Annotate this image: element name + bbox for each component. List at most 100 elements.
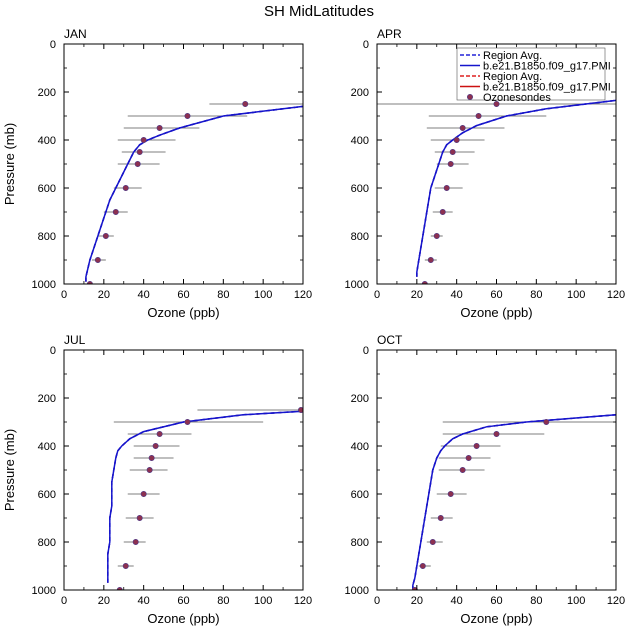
sonde-point xyxy=(493,431,500,438)
sonde-point xyxy=(411,587,418,590)
legend-label: Region Avg. xyxy=(483,71,542,83)
x-tick-label: 40 xyxy=(451,595,463,607)
x-tick-label: 80 xyxy=(217,289,229,301)
sonde-point xyxy=(427,257,434,264)
sonde-point xyxy=(437,515,444,522)
y-tick-label: 200 xyxy=(351,393,369,405)
x-tick-label: 0 xyxy=(61,289,67,301)
x-tick-label: 20 xyxy=(411,289,423,301)
sonde-point xyxy=(459,467,466,474)
sonde-point xyxy=(136,515,143,522)
sonde-point xyxy=(439,209,446,216)
plot-area xyxy=(410,414,616,590)
y-tick-label: 200 xyxy=(351,87,369,99)
plot-frame xyxy=(376,349,617,591)
x-tick-label: 100 xyxy=(254,289,272,301)
x-axis-label: Ozone (ppb) xyxy=(147,611,219,626)
plot-area xyxy=(377,99,616,284)
legend-label: Region Avg. xyxy=(483,50,542,62)
sonde-point xyxy=(102,233,109,240)
sonde-point xyxy=(116,587,123,590)
y-tick-label: 600 xyxy=(38,489,56,501)
sonde-point xyxy=(156,125,163,132)
y-tick-label: 0 xyxy=(50,39,56,51)
plot-frame xyxy=(63,349,304,591)
x-tick-label: 40 xyxy=(138,595,150,607)
x-axis-label: Ozone (ppb) xyxy=(147,305,219,320)
x-tick-label: 40 xyxy=(138,289,150,301)
x-tick-label: 80 xyxy=(530,595,542,607)
panel-jan: JAN 0 20 40 60 80 100 120 0 200 400 600 800 1000 Ozone… xyxy=(2,27,312,320)
panel-title: APR xyxy=(377,27,402,41)
sonde-point xyxy=(493,100,500,107)
x-tick-label: 120 xyxy=(607,289,625,301)
y-tick-label: 1000 xyxy=(32,585,56,597)
x-tick-label: 20 xyxy=(411,595,423,607)
x-tick-label: 0 xyxy=(61,595,67,607)
y-tick-label: 0 xyxy=(50,345,56,357)
series-line-region-avg-red xyxy=(85,105,303,282)
sonde-point xyxy=(429,539,436,546)
sonde-point xyxy=(184,419,191,426)
figure-title: SH MidLatitudes xyxy=(264,3,374,20)
series-line-model xyxy=(107,410,303,583)
x-axis-label: Ozone (ppb) xyxy=(460,611,532,626)
sonde-point xyxy=(140,491,147,498)
sonde-point xyxy=(419,563,426,570)
y-tick-label: 1000 xyxy=(345,279,369,291)
y-tick-label: 1000 xyxy=(32,279,56,291)
y-tick-label: 0 xyxy=(363,39,369,51)
legend-box xyxy=(456,47,606,101)
series-line-model xyxy=(85,105,303,282)
x-tick-label: 60 xyxy=(177,289,189,301)
y-tick-label: 800 xyxy=(351,537,369,549)
x-tick-label: 100 xyxy=(254,595,272,607)
y-tick-label: 600 xyxy=(351,183,369,195)
sonde-point xyxy=(453,137,460,144)
x-tick-label: 40 xyxy=(451,289,463,301)
panel-title: JUL xyxy=(64,333,86,347)
sonde-point xyxy=(475,113,482,120)
x-tick-label: 100 xyxy=(567,595,585,607)
x-tick-label: 0 xyxy=(374,289,380,301)
sonde-point xyxy=(447,161,454,168)
sonde-point xyxy=(122,563,129,570)
y-tick-label: 800 xyxy=(38,537,56,549)
sonde-point xyxy=(184,113,191,120)
sonde-point xyxy=(148,455,155,462)
series-line-region-avg-blue xyxy=(412,414,616,590)
x-tick-label: 0 xyxy=(374,595,380,607)
x-tick-label: 120 xyxy=(607,595,625,607)
plot-area xyxy=(107,407,303,590)
panel-title: JAN xyxy=(64,27,87,41)
sonde-point xyxy=(421,281,428,284)
sonde-point xyxy=(152,443,159,450)
y-tick-label: 200 xyxy=(38,393,56,405)
sonde-point xyxy=(134,161,141,168)
sonde-point xyxy=(112,209,119,216)
sonde-point xyxy=(459,125,466,132)
sonde-point xyxy=(543,419,550,426)
panel-oct: OCT 0 20 40 60 80 100 120 0 200 400 600 800 1000 Ozone… xyxy=(345,333,626,626)
x-axis-label: Ozone (ppb) xyxy=(460,305,532,320)
panel-title: OCT xyxy=(377,333,403,347)
x-tick-label: 20 xyxy=(98,289,110,301)
sonde-point xyxy=(136,149,143,156)
x-tick-label: 80 xyxy=(530,289,542,301)
series-line-model xyxy=(416,99,616,277)
sonde-point xyxy=(156,431,163,438)
sonde-point xyxy=(132,539,139,546)
sonde-point xyxy=(473,443,480,450)
y-tick-label: 800 xyxy=(38,231,56,243)
legend-marker xyxy=(467,93,474,100)
y-tick-label: 400 xyxy=(351,441,369,453)
legend-label: b.e21.B1850.f09_g17.PMI xyxy=(483,82,611,94)
y-tick-label: 800 xyxy=(351,231,369,243)
y-tick-label: 200 xyxy=(38,87,56,99)
plot-area xyxy=(85,100,303,284)
legend-label: b.e21.B1850.f09_g17.PMI xyxy=(483,61,611,73)
x-tick-label: 120 xyxy=(294,289,312,301)
sonde-point xyxy=(447,491,454,498)
sonde-point xyxy=(298,407,303,413)
plot-frame xyxy=(63,43,304,285)
